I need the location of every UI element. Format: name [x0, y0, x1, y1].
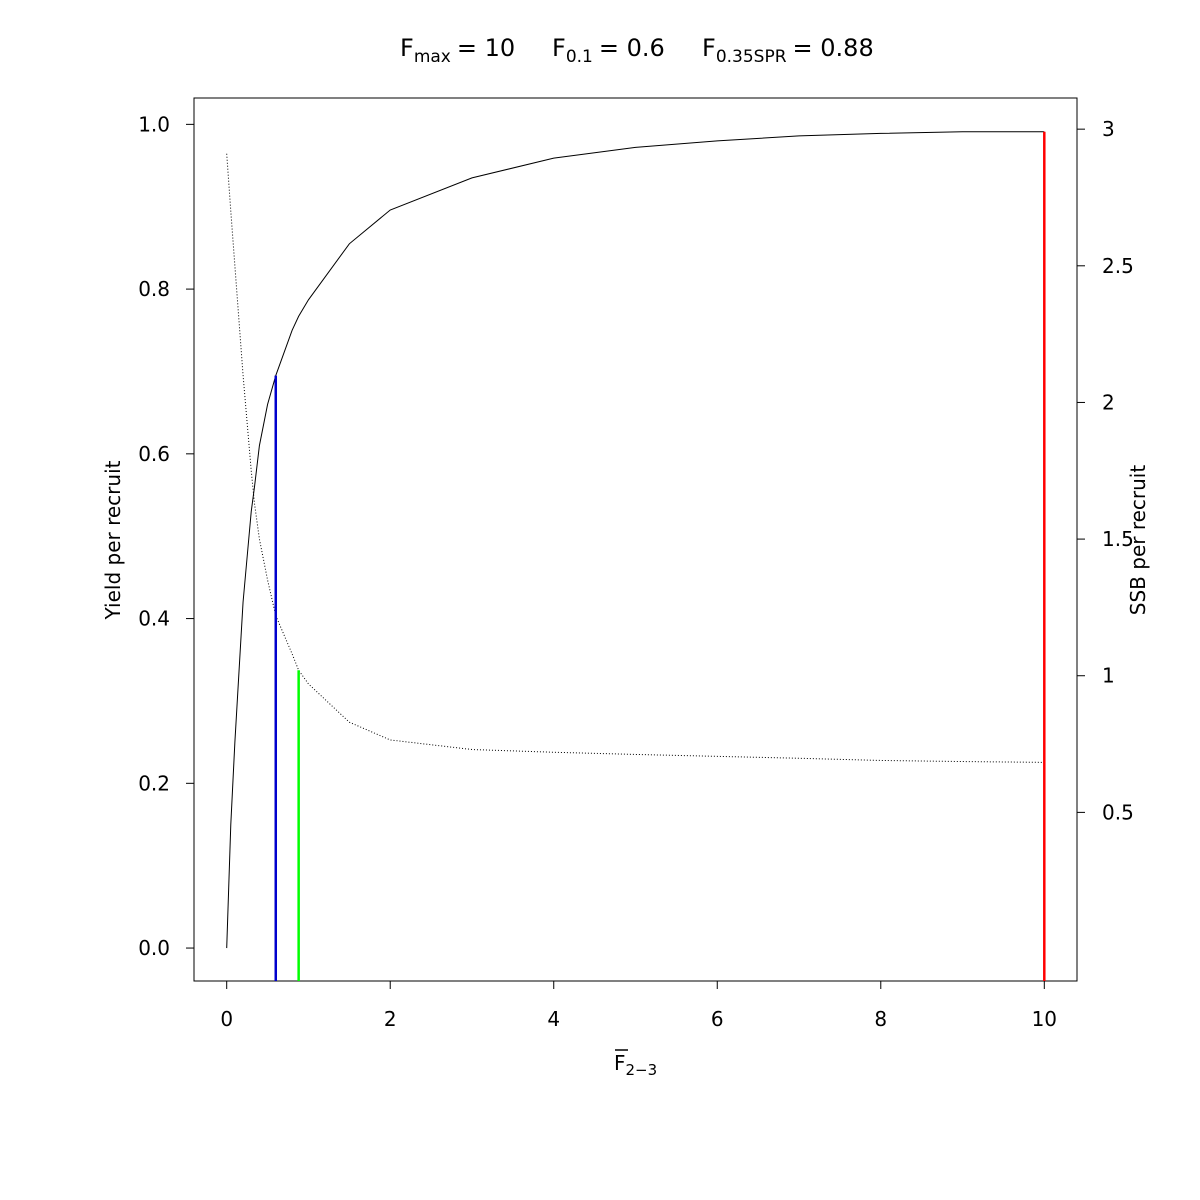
title-part: F0.1 = 0.6	[552, 34, 665, 67]
plot-frame	[193, 97, 1078, 982]
y2-tick-label: 2	[1102, 390, 1115, 414]
x-tick-label: 8	[874, 1007, 887, 1031]
x-tick-label: 2	[384, 1007, 397, 1031]
title-sub: 0.35SPR	[716, 47, 787, 67]
title-base: F	[552, 34, 566, 62]
curve	[226, 131, 1045, 949]
x-tick-label: 4	[547, 1007, 560, 1031]
y-tick-label: 0.4	[138, 607, 170, 631]
x-tick-label: 6	[711, 1007, 724, 1031]
x-label-base: F	[614, 1051, 626, 1075]
y2-tick-label: 3	[1102, 117, 1115, 141]
title-base: F	[400, 34, 414, 62]
x-axis-label: F2−3	[614, 1051, 657, 1079]
title-part: F0.35SPR = 0.88	[702, 34, 874, 67]
y2-axis-label: SSB per recruit	[1126, 465, 1150, 616]
y-tick-label: 0.8	[138, 277, 170, 301]
title-value: = 0.88	[793, 34, 874, 62]
y2-tick-label: 1	[1102, 664, 1115, 688]
title-value: = 10	[457, 34, 515, 62]
y-tick-label: 0.2	[138, 771, 170, 795]
y-axis-label: Yield per recruit	[101, 460, 125, 620]
y-tick-label: 0.0	[138, 936, 170, 960]
y2-tick-label: 0.5	[1102, 800, 1134, 824]
curve	[226, 153, 1045, 763]
y2-tick-label: 1.5	[1102, 527, 1134, 551]
x-label-sub: 2−3	[626, 1061, 658, 1079]
y2-tick-label: 2.5	[1102, 254, 1134, 278]
title-base: F	[702, 34, 716, 62]
y-tick-label: 0.6	[138, 442, 170, 466]
y-tick-label: 1.0	[138, 112, 170, 136]
title-value: = 0.6	[599, 34, 665, 62]
x-tick-label: 10	[1032, 1007, 1057, 1031]
title-sub: 0.1	[566, 47, 593, 67]
title-sub: max	[414, 47, 451, 67]
title-part: Fmax = 10	[400, 34, 515, 67]
x-tick-label: 0	[220, 1007, 233, 1031]
